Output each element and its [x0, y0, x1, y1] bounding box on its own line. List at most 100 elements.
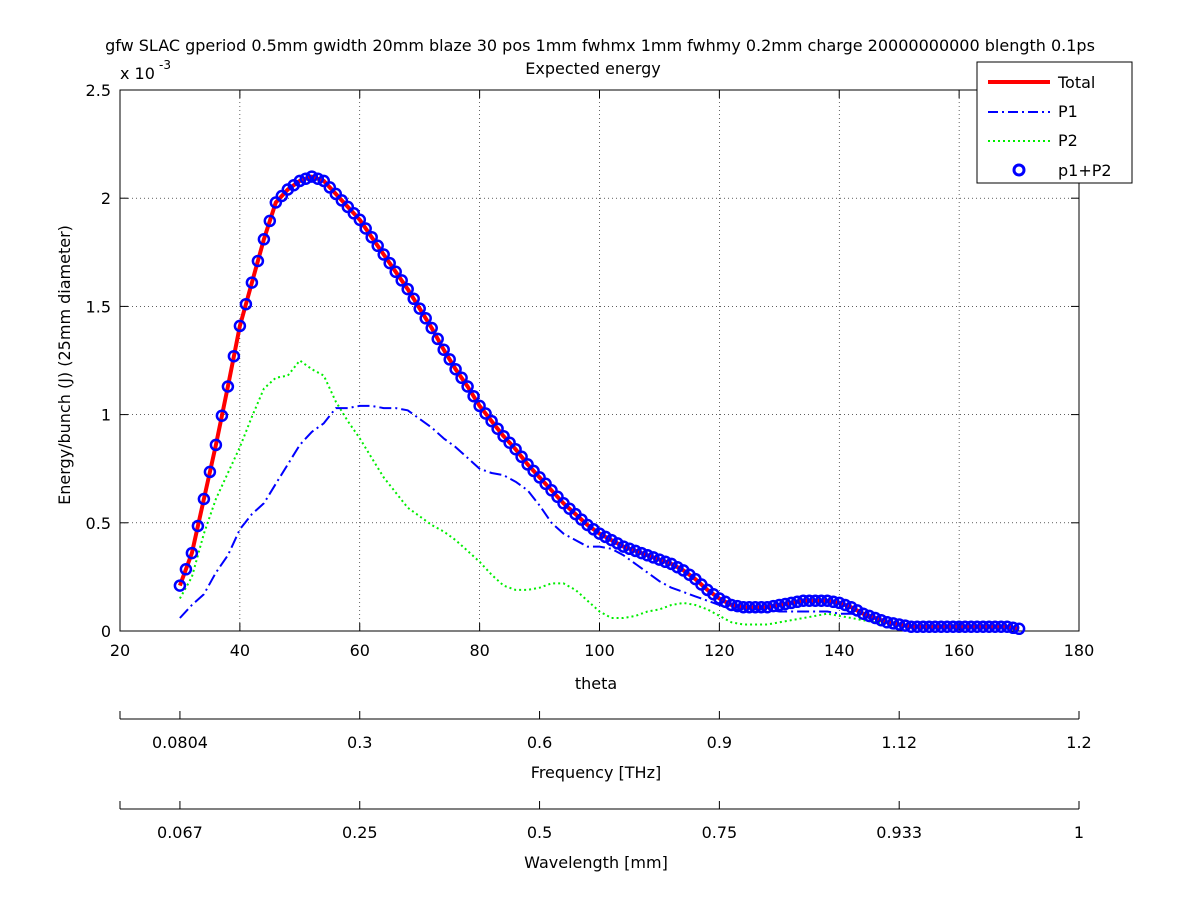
- marker-p1p2: [245, 276, 259, 289]
- marker-p1p2: [892, 618, 906, 631]
- y-tick-label: 2.5: [86, 81, 111, 100]
- marker-p1p2: [401, 282, 414, 296]
- marker-p1p2: [934, 620, 948, 633]
- marker-p1p2: [413, 302, 426, 315]
- marker-p1p2: [377, 248, 390, 261]
- marker-p1p2: [257, 233, 271, 246]
- marker-p1p2: [1000, 620, 1014, 633]
- marker-p1p2: [719, 595, 732, 609]
- marker-p1p2: [251, 254, 265, 268]
- secondary-axis-tick-label: 1: [1074, 823, 1084, 842]
- secondary-axis-label: Wavelength [mm]: [524, 853, 668, 872]
- marker-p1p2: [833, 596, 846, 610]
- marker-p1p2: [233, 319, 247, 333]
- secondary-axis-tick-label: 0.067: [157, 823, 203, 842]
- secondary-axis-tick-label: 1.2: [1066, 733, 1091, 752]
- marker-p1p2: [725, 598, 738, 612]
- marker-p1p2: [791, 595, 804, 609]
- marker-p1p2: [773, 598, 786, 612]
- legend-swatch-p1p2: [1012, 163, 1026, 177]
- y-exponent: x 10 -3: [120, 58, 171, 83]
- x-tick-label: 120: [704, 641, 735, 660]
- series-markers: [173, 170, 1026, 636]
- marker-p1p2: [821, 594, 834, 607]
- marker-p1p2: [761, 600, 774, 614]
- marker-p1p2: [215, 409, 229, 422]
- marker-p1p2: [239, 297, 253, 311]
- marker-p1p2: [803, 594, 816, 607]
- marker-p1p2: [653, 553, 666, 566]
- marker-p1p2: [617, 540, 630, 553]
- marker-p1p2: [743, 600, 756, 614]
- marker-p1p2: [437, 343, 450, 356]
- marker-p1p2: [227, 349, 241, 363]
- marker-p1p2: [868, 611, 882, 625]
- marker-p1p2: [809, 594, 822, 607]
- marker-p1p2: [767, 599, 780, 613]
- y-axis-label: Energy/bunch (J) (25mm diameter): [55, 225, 74, 505]
- marker-p1p2: [928, 620, 942, 633]
- secondary-axis-frequency: 0.0804 0.3 0.6 0.9 1.12 1.2 Frequency [THz]: [119, 711, 1092, 782]
- marker-p1p2: [844, 600, 858, 614]
- marker-p1p2: [461, 380, 474, 393]
- marker-p1p2: [425, 321, 438, 335]
- x-tick-label: 160: [944, 641, 975, 660]
- y-tick-label: 2: [101, 189, 111, 208]
- marker-p1p2: [946, 620, 960, 633]
- marker-p1p2: [827, 595, 840, 609]
- marker-p1p2: [611, 537, 624, 550]
- marker-p1p2: [485, 414, 498, 428]
- marker-p1p2: [455, 371, 468, 385]
- axis-ticks: 20 40 60 80 100 120 140 160 180 0 0.5 1 1.5 2 2.5: [86, 81, 1095, 660]
- marker-p1p2: [395, 274, 408, 287]
- marker-p1p2: [880, 616, 894, 629]
- secondary-axis-tick-label: 1.12: [881, 733, 917, 752]
- marker-p1p2: [209, 438, 223, 452]
- marker-p1p2: [988, 620, 1002, 633]
- secondary-axis-tick-label: 0.3: [347, 733, 372, 752]
- x-tick-label: 180: [1064, 641, 1095, 660]
- marker-p1p2: [922, 620, 936, 633]
- marker-p1p2: [293, 174, 307, 188]
- marker-p1p2: [629, 544, 642, 558]
- marker-p1p2: [431, 332, 444, 346]
- marker-p1p2: [359, 222, 372, 235]
- marker-p1p2: [371, 239, 384, 253]
- marker-p1p2: [976, 620, 990, 633]
- x-tick-label: 140: [824, 641, 855, 660]
- marker-p1p2: [838, 598, 852, 612]
- marker-p1p2: [964, 620, 978, 633]
- marker-p1p2: [383, 256, 396, 270]
- marker-p1p2: [671, 560, 684, 574]
- marker-p1p2: [994, 620, 1008, 633]
- y-tick-label: 1: [101, 406, 111, 425]
- marker-p1p2: [407, 292, 420, 306]
- marker-p1p2: [173, 579, 187, 592]
- chart-title: gfw SLAC gperiod 0.5mm gwidth 20mm blaze…: [105, 36, 1095, 55]
- marker-p1p2: [731, 599, 744, 613]
- marker-p1p2: [473, 399, 486, 413]
- secondary-axis-tick-label: 0.933: [876, 823, 922, 842]
- x-tick-label: 100: [584, 641, 615, 660]
- secondary-axis-label: Frequency [THz]: [531, 763, 661, 782]
- marker-p1p2: [910, 620, 924, 633]
- marker-p1p2: [797, 594, 810, 607]
- x-tick-label: 60: [350, 641, 370, 660]
- marker-p1p2: [179, 563, 193, 576]
- marker-p1p2: [509, 442, 522, 456]
- marker-p1p2: [599, 530, 612, 544]
- marker-p1p2: [353, 213, 367, 227]
- marker-p1p2: [491, 422, 504, 435]
- secondary-axis-tick-label: 0.6: [527, 733, 552, 752]
- marker-p1p2: [443, 353, 456, 366]
- marker-p1p2: [623, 542, 636, 556]
- marker-p1p2: [815, 594, 828, 607]
- marker-p1p2: [785, 596, 798, 610]
- y-tick-label: 0: [101, 622, 111, 641]
- chart-subtitle: Expected energy: [525, 59, 660, 78]
- marker-p1p2: [659, 555, 672, 569]
- marker-p1p2: [635, 546, 648, 560]
- secondary-axis-tick-label: 0.75: [702, 823, 738, 842]
- marker-p1p2: [904, 620, 918, 633]
